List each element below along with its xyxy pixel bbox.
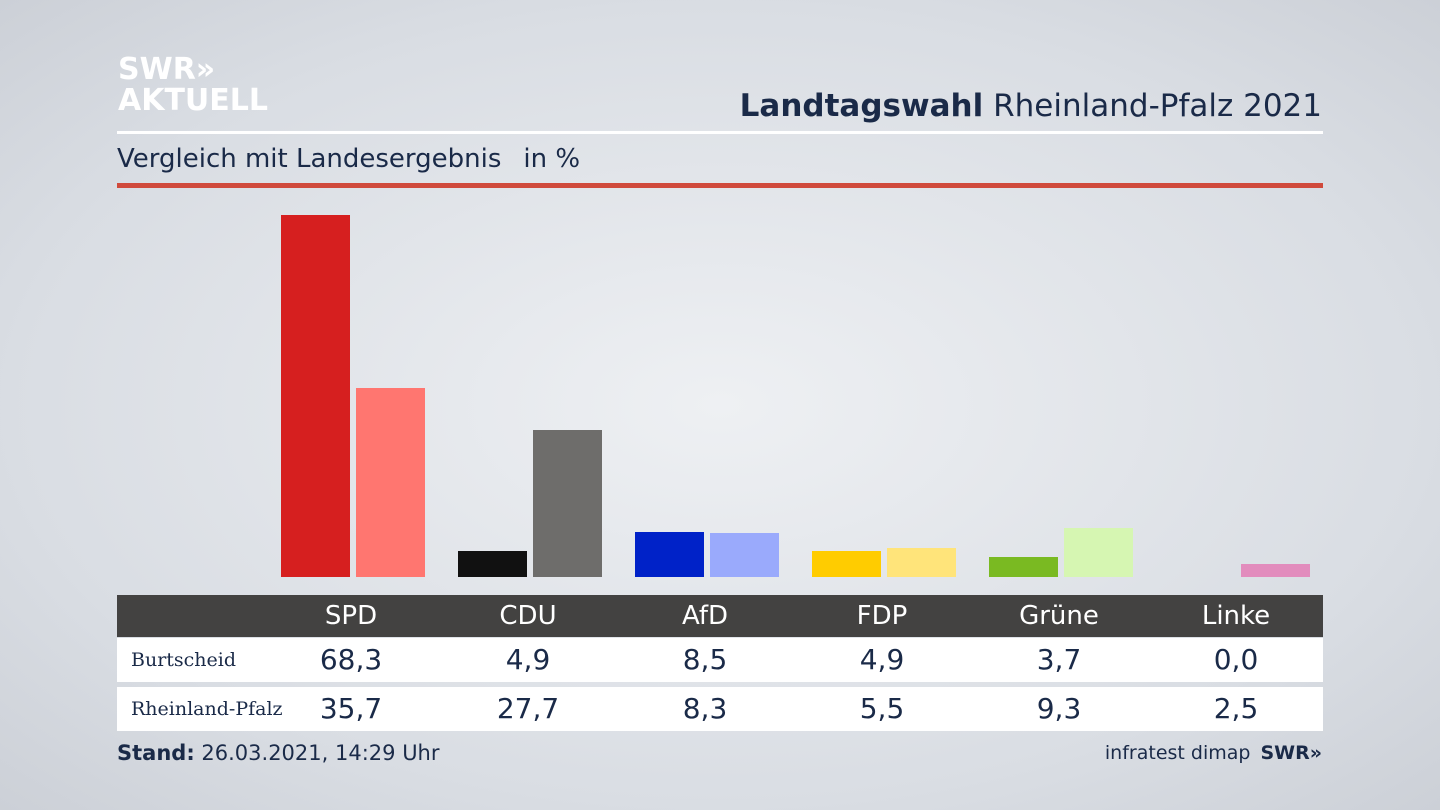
accent-divider	[117, 183, 1323, 188]
bar-spd-state	[356, 388, 425, 577]
bar-chart	[281, 215, 1310, 577]
column-header-afd: AfD	[681, 601, 729, 631]
bar-cdu-state	[533, 430, 602, 577]
title-rest: Rheinland-Pfalz 2021	[993, 88, 1322, 124]
bar-grne-state	[1064, 528, 1133, 577]
column-header-fdp: FDP	[856, 601, 908, 631]
stand-timestamp: Stand: 26.03.2021, 14:29 Uhr	[117, 741, 440, 765]
subtitle-text: Vergleich mit Landesergebnis	[117, 144, 502, 174]
logo-line-2: AKTUELL	[118, 83, 269, 118]
bar-grne-local	[989, 557, 1058, 577]
row-label: Burtscheid	[131, 649, 237, 671]
stand-value: 26.03.2021, 14:29 Uhr	[201, 741, 440, 765]
subtitle-unit: in %	[523, 144, 581, 174]
bar-cdu-local	[458, 551, 527, 577]
column-header-linke: Linke	[1201, 601, 1271, 631]
table-cell: 27,7	[496, 692, 560, 725]
table-cell: 4,9	[505, 643, 551, 676]
title-bold: Landtagswahl	[739, 88, 984, 124]
table-cell: 68,3	[319, 643, 383, 676]
logo-line-1: SWR»	[118, 52, 216, 87]
table-header: SPD CDU AfD FDP Grüne Linke	[117, 595, 1323, 637]
swr-brand-logo: SWR»	[1260, 742, 1322, 764]
bar-afd-state	[710, 533, 779, 577]
column-header-grne: Grüne	[1019, 601, 1099, 631]
bar-spd-local	[281, 215, 350, 577]
bar-afd-local	[635, 532, 704, 577]
bar-fdp-local	[812, 551, 881, 577]
bar-linke-state	[1241, 564, 1310, 577]
table-cell: 4,9	[859, 643, 905, 676]
table-row: Burtscheid 68,3 4,9 8,5 4,9 3,7 0,0	[117, 638, 1323, 682]
table-cell: 35,7	[319, 692, 383, 725]
table-cell: 3,7	[1036, 643, 1082, 676]
table-cell: 8,3	[682, 692, 728, 725]
table-cell: 8,5	[682, 643, 728, 676]
swr-aktuell-logo: SWR» AKTUELL	[118, 54, 278, 120]
table-cell: 0,0	[1213, 643, 1259, 676]
chart-subtitle: Vergleich mit Landesergebnis in %	[117, 144, 580, 174]
column-header-cdu: CDU	[499, 601, 557, 631]
source-name: infratest dimap	[1104, 742, 1251, 764]
table-row: Rheinland-Pfalz 35,7 27,7 8,3 5,5 9,3 2,5	[117, 687, 1323, 731]
bar-fdp-state	[887, 548, 956, 577]
row-label: Rheinland-Pfalz	[131, 698, 283, 720]
stand-label: Stand:	[117, 741, 195, 765]
column-header-spd: SPD	[324, 601, 378, 631]
source-credit: infratest dimap SWR»	[1105, 742, 1322, 764]
page-title: Landtagswahl Rheinland-Pfalz 2021	[740, 88, 1322, 124]
header-divider	[117, 131, 1323, 134]
table-cell: 5,5	[859, 692, 905, 725]
table-cell: 2,5	[1213, 692, 1259, 725]
table-cell: 9,3	[1036, 692, 1082, 725]
